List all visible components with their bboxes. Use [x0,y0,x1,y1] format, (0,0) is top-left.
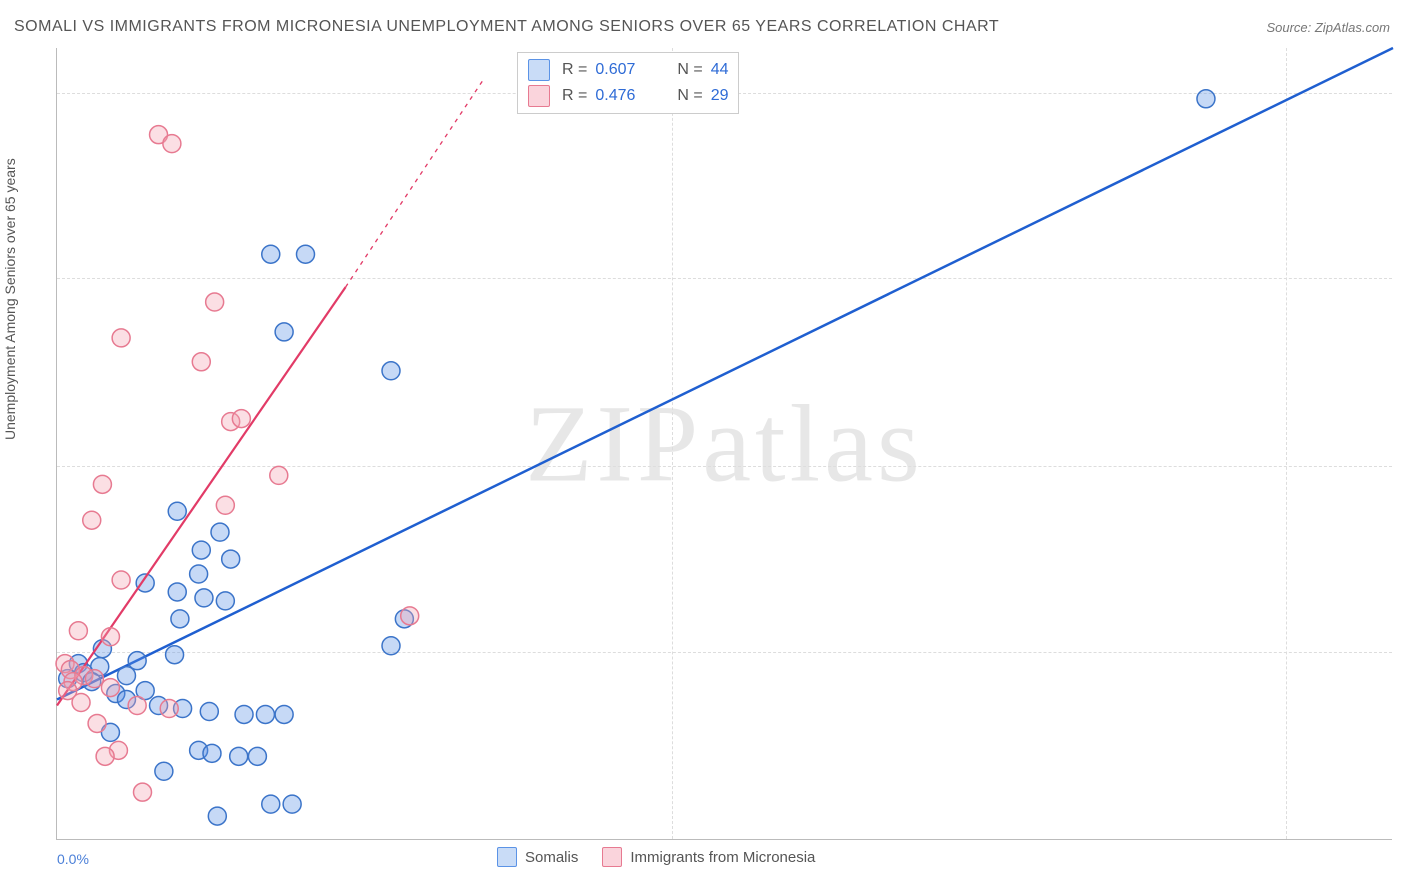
data-point-somalis [195,589,213,607]
source-label: Source: ZipAtlas.com [1266,20,1390,35]
data-point-micronesia [83,511,101,529]
data-point-somalis [235,705,253,723]
data-point-micronesia [93,475,111,493]
data-point-somalis [166,646,184,664]
legend-item-micronesia: Immigrants from Micronesia [602,847,815,867]
y-tick-label: 6.3% [1398,644,1406,660]
data-point-micronesia [401,607,419,625]
trend-line-micronesia [57,287,346,705]
data-point-somalis [200,702,218,720]
data-point-somalis [211,523,229,541]
data-point-micronesia [232,410,250,428]
legend-label-somalis: Somalis [525,849,578,866]
data-point-micronesia [101,679,119,697]
swatch-somalis [528,59,550,81]
n-label: N = [677,57,702,83]
data-point-somalis [222,550,240,568]
data-point-somalis [171,610,189,628]
chart-title: SOMALI VS IMMIGRANTS FROM MICRONESIA UNE… [14,18,999,36]
trend-line-dashed-micronesia [346,78,485,287]
data-point-somalis [262,245,280,263]
data-point-micronesia [85,670,103,688]
data-point-micronesia [270,466,288,484]
data-point-micronesia [206,293,224,311]
n-label: N = [677,83,702,109]
swatch-micronesia [528,85,550,107]
n-value-micronesia: 29 [711,83,729,109]
data-point-somalis [155,762,173,780]
data-point-somalis [382,362,400,380]
y-tick-label: 18.8% [1398,270,1406,286]
scatter-svg [57,48,1392,839]
stats-row-micronesia: R = 0.476 N = 29 [528,83,728,109]
data-point-somalis [262,795,280,813]
r-label: R = [562,83,587,109]
r-value-somalis: 0.607 [595,57,651,83]
r-label: R = [562,57,587,83]
data-point-somalis [216,592,234,610]
n-value-somalis: 44 [711,57,729,83]
data-point-somalis [275,323,293,341]
data-point-somalis [248,747,266,765]
swatch-micronesia [602,847,622,867]
y-tick-label: 25.0% [1398,85,1406,101]
x-tick-end: 50.0% [1398,851,1406,867]
data-point-micronesia [101,628,119,646]
data-point-somalis [296,245,314,263]
data-point-micronesia [69,622,87,640]
trend-line-somalis [57,48,1393,700]
data-point-micronesia [134,783,152,801]
data-point-somalis [283,795,301,813]
data-point-micronesia [112,571,130,589]
y-tick-label: 12.5% [1398,458,1406,474]
data-point-somalis [117,667,135,685]
legend-item-somalis: Somalis [497,847,578,867]
data-point-somalis [208,807,226,825]
data-point-somalis [168,502,186,520]
plot-area: ZIPatlas R = 0.607 N = 44 R = 0.476 N = … [56,48,1392,840]
data-point-micronesia [112,329,130,347]
data-point-micronesia [96,747,114,765]
data-point-micronesia [88,714,106,732]
stats-row-somalis: R = 0.607 N = 44 [528,57,728,83]
data-point-somalis [256,705,274,723]
data-point-somalis [168,583,186,601]
stats-legend: R = 0.607 N = 44 R = 0.476 N = 29 [517,52,739,114]
data-point-somalis [382,637,400,655]
data-point-somalis [275,705,293,723]
swatch-somalis [497,847,517,867]
data-point-micronesia [128,697,146,715]
data-point-somalis [190,565,208,583]
data-point-micronesia [160,699,178,717]
data-point-somalis [192,541,210,559]
data-point-somalis [1197,90,1215,108]
data-point-somalis [230,747,248,765]
legend-label-micronesia: Immigrants from Micronesia [630,849,815,866]
data-point-micronesia [216,496,234,514]
series-legend: Somalis Immigrants from Micronesia [497,847,815,867]
data-point-somalis [203,744,221,762]
y-axis-label: Unemployment Among Seniors over 65 years [2,158,18,440]
data-point-micronesia [163,135,181,153]
x-tick-0: 0.0% [57,851,89,867]
data-point-micronesia [72,694,90,712]
r-value-micronesia: 0.476 [595,83,651,109]
data-point-micronesia [192,353,210,371]
